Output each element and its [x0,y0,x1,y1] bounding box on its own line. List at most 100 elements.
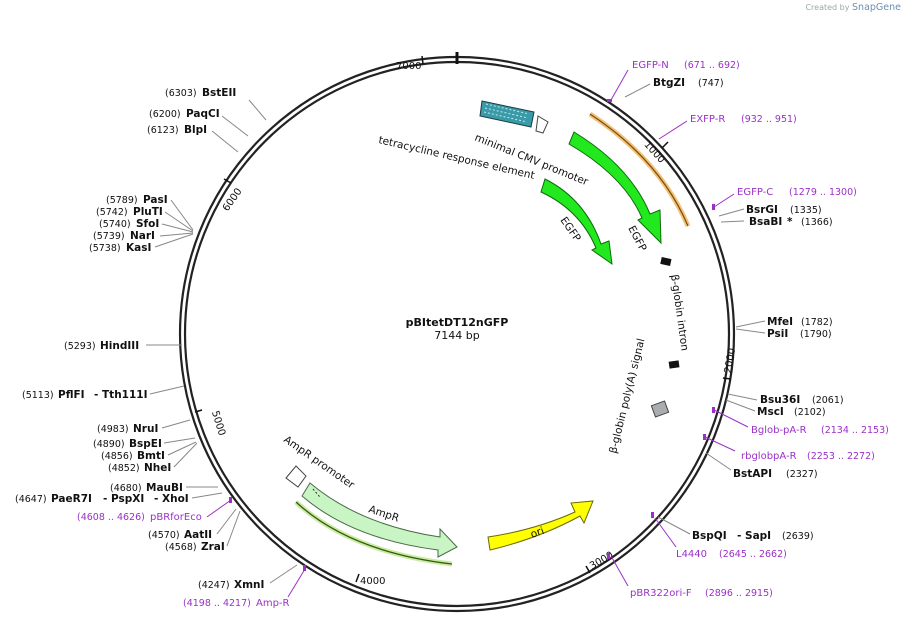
primer-pbr322ori-f-pos: (2896 .. 2915) [705,588,773,599]
enzyme-btgzi-pos: (747) [698,78,724,89]
egfp-n-leader [610,69,629,101]
enzymes-right: BtgZI (747) BsrGI (1335) BsaBI * (1366) … [624,77,844,542]
exfp-primer-line [589,113,689,227]
enzyme-zrai: ZraI [201,541,225,553]
paer7i-leader [191,492,223,499]
ampr-arrow [301,482,458,558]
nari-leader [159,232,194,237]
enzyme-paer7i-pos: (4647) [15,494,47,505]
enzyme-bsrgi-pos: (1335) [790,205,822,216]
nrui-leader [161,419,191,429]
enzyme-bspqi-pos: (2639) [782,531,814,542]
enzyme-sfoi: SfoI [136,218,159,230]
exfp-r-leader [658,120,688,140]
enzyme-hindiii: HindIII [100,340,139,352]
pbrforeco-site [229,497,232,503]
tre-feature: tetracycline response element minimal CM… [377,100,590,188]
enzyme-bspei-pos: (4890) [93,439,125,450]
enzyme-psii-pos: (1790) [800,329,832,340]
xmni-leader [269,564,298,584]
enzyme-kasi: KasI [126,242,151,254]
primer-egfp-c-pos: (1279 .. 1300) [789,187,857,198]
plasmid-name: pBItetDT12nGFP [406,316,509,329]
tick-6000 [223,178,232,184]
intron-feature: β-globin intron [660,257,691,369]
enzyme-nari: NarI [130,230,155,242]
enzyme-bmti: BmtI [137,450,165,462]
primer-pbr322ori-f: pBR322ori-F [630,588,692,599]
ampr-feature: AmpR [294,482,458,567]
amp-r-leader [287,568,306,598]
enzyme-nari-pos: (5739) [93,231,125,242]
bspqi-leader [657,516,691,535]
enzyme-pasi: PasI [143,194,168,206]
rbglobpa-r-site [703,434,706,440]
tick-7000 [421,55,424,65]
primer-l4440: L4440 [676,549,707,560]
egfp-arrow-1 [568,131,662,245]
enzyme-pflfi-pos: (5113) [22,390,54,401]
primer-bglob-pa-r-pos: (2134 .. 2153) [821,425,889,436]
enzyme-paer7i: PaeR7I [51,493,92,505]
tre-block [479,100,535,128]
bspei-leader [163,437,196,444]
pluti-leader [164,211,194,232]
polya-block [650,400,670,418]
psii-leader [735,328,766,334]
egfp-n-site [607,99,612,102]
tick-1000 [661,141,669,149]
paqci-leader [221,115,249,137]
bstapi-leader [705,452,732,471]
pbr322ori-f-leader [610,555,629,587]
enzyme-bsabi: BsaBI [749,216,782,228]
pflfi-leader [149,385,185,395]
enzyme-bmti-pos: (4856) [101,451,133,462]
enzyme-paqci-pos: (6200) [149,109,181,120]
enzyme-bsteii: BstEII [202,87,236,99]
sfoi-leader [161,223,194,233]
zrai-leader [226,510,241,547]
primer-amp-r-pos: (4198 .. 4217) [183,598,251,609]
bglob-pa-r-site [712,407,715,413]
enzyme-bstapi-pos: (2327) [786,469,818,480]
enzyme-btgzi: BtgZI [653,77,685,89]
rbglobpa-r-leader [704,436,736,452]
enzyme-pluti: PluTI [133,206,163,218]
enzyme-blpi-pos: (6123) [147,125,179,136]
nhei-leader [173,442,198,468]
enzyme-psii: PsiI [767,328,788,340]
ampr-promoter-arrow [285,465,307,488]
enzyme-aatii: AatII [184,529,212,541]
bmti-leader [167,441,197,456]
enzyme-tth111i: - Tth111I [94,389,148,401]
bsteii-leader [248,99,267,121]
enzyme-sapi: - SapI [737,530,771,542]
aatii-leader [216,508,237,535]
plasmid-length: 7144 bp [434,329,479,342]
enzyme-xhoi: - XhoI [154,493,189,505]
enzyme-zrai-pos: (4568) [165,542,197,553]
primer-egfp-n-pos: (671 .. 692) [684,60,740,71]
enzyme-nrui: NruI [133,423,158,435]
ampr-boundary [312,488,321,498]
kasi-leader [154,233,194,248]
l4440-site [651,512,654,518]
tick-label-5000: 5000 [209,410,227,438]
egfp-feature-inner: EGFP [540,178,613,266]
enzyme-bsu36i: Bsu36I [760,394,800,406]
primer-egfp-n: EGFP-N [632,60,669,71]
primer-exfp-r: EXFP-R [690,114,725,125]
btgzi-leader [624,83,651,98]
enzyme-pspxi: - PspXI [103,493,144,505]
enzyme-sfoi-pos: (5740) [99,219,131,230]
enzyme-msci-pos: (2102) [794,407,826,418]
primer-rbglobpa-r: rbglobpA-R [741,451,797,462]
primers: EGFP-N (671 .. 692) EXFP-R (932 .. 951) … [77,60,889,609]
snapgene-brand: SnapGene [852,2,901,13]
primer-pbrforeco-pos: (4608 .. 4626) [77,512,145,523]
enzyme-bspei: BspEI [129,438,162,450]
primer-amp-r: Amp-R [256,598,290,609]
enzyme-bsu36i-pos: (2061) [812,395,844,406]
enzyme-bsabi-star: * [787,216,793,228]
enzyme-kasi-pos: (5738) [89,243,121,254]
